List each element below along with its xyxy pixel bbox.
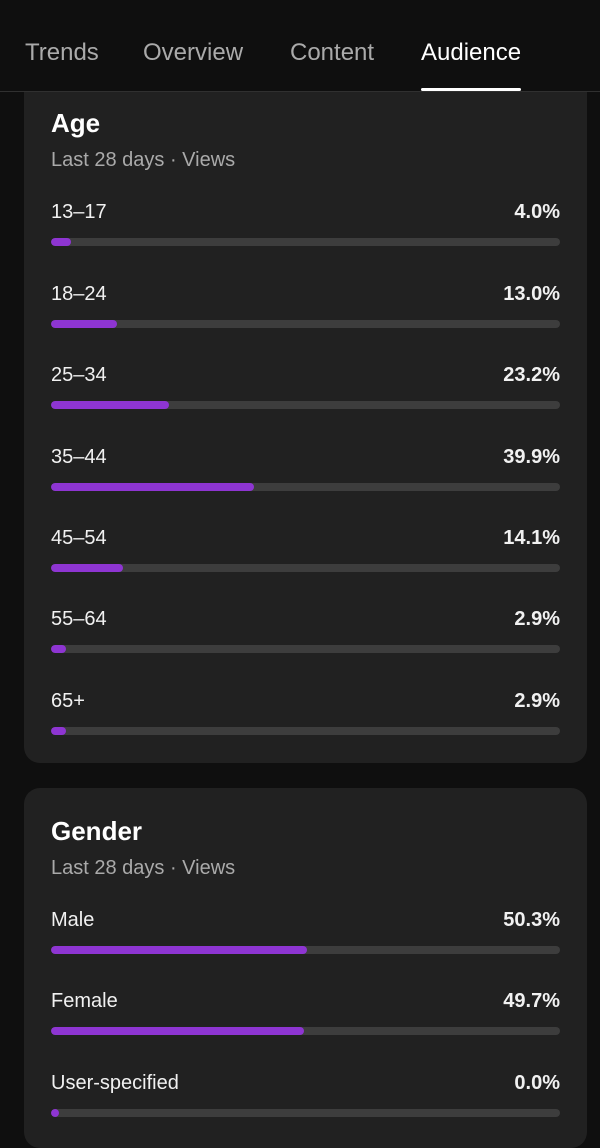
gender-bar-fill <box>51 1027 304 1035</box>
age-row-25-34: 25–34 23.2% <box>51 364 560 414</box>
age-row-45-54: 45–54 14.1% <box>51 527 560 577</box>
age-bar-fill <box>51 483 255 491</box>
age-row-label: 65+ <box>51 690 85 712</box>
age-bar-fill <box>51 727 66 735</box>
age-row-label: 18–24 <box>51 283 107 305</box>
tab-trends[interactable]: Trends <box>25 39 99 66</box>
age-row-55-64: 55–64 2.9% <box>51 608 560 658</box>
age-row-label: 45–54 <box>51 527 107 549</box>
gender-row-label: User-specified <box>51 1072 179 1094</box>
tab-audience[interactable]: Audience <box>421 39 522 91</box>
age-row-65-plus: 65+ 2.9% <box>51 690 560 740</box>
age-card-subtitle: Last 28 days · Views <box>51 149 236 171</box>
age-bar-track <box>51 564 560 572</box>
age-row-label: 35–44 <box>51 446 107 468</box>
gender-bar-track <box>51 946 560 954</box>
age-bar-track <box>51 401 560 409</box>
gender-row-label: Male <box>51 909 95 931</box>
age-bar-track <box>51 727 560 735</box>
age-bar-fill <box>51 564 123 572</box>
tab-overview[interactable]: Overview <box>143 39 244 66</box>
age-bar-track <box>51 645 560 653</box>
gender-bar-fill <box>51 1109 59 1117</box>
gender-bar-track <box>51 1109 560 1117</box>
gender-row-value: 0.0% <box>514 1072 560 1094</box>
age-row-18-24: 18–24 13.0% <box>51 283 560 333</box>
age-row-label: 25–34 <box>51 364 107 386</box>
active-tab-indicator <box>421 88 522 91</box>
age-row-13-17: 13–17 4.0% <box>51 201 560 251</box>
gender-row-label: Female <box>51 990 118 1012</box>
tab-audience-label: Audience <box>421 39 522 66</box>
gender-row-male: Male 50.3% <box>51 909 560 959</box>
age-bar-track <box>51 320 560 328</box>
gender-card-title: Gender <box>51 816 143 846</box>
gender-row-user-specified: User-specified 0.0% <box>51 1072 560 1122</box>
age-bar-track <box>51 238 560 246</box>
age-row-value: 39.9% <box>503 446 560 468</box>
age-row-value: 14.1% <box>503 527 560 549</box>
age-row-value: 13.0% <box>503 283 560 305</box>
gender-card: Gender Last 28 days · Views Male 50.3% F… <box>24 788 587 1148</box>
age-bar-fill <box>51 645 66 653</box>
gender-row-value: 49.7% <box>503 990 560 1012</box>
gender-row-value: 50.3% <box>503 909 560 931</box>
gender-row-female: Female 49.7% <box>51 990 560 1040</box>
age-bar-fill <box>51 238 72 246</box>
age-row-35-44: 35–44 39.9% <box>51 446 560 496</box>
tab-content[interactable]: Content <box>290 39 375 66</box>
age-row-label: 13–17 <box>51 201 107 223</box>
age-bar-fill <box>51 320 118 328</box>
age-card-title: Age <box>51 108 101 138</box>
age-bar-track <box>51 483 560 491</box>
age-row-value: 23.2% <box>503 364 560 386</box>
age-card: Age Last 28 days · Views 13–17 4.0% 18–2… <box>24 60 587 763</box>
age-row-label: 55–64 <box>51 608 107 630</box>
age-row-value: 4.0% <box>514 201 560 223</box>
age-row-value: 2.9% <box>514 690 560 712</box>
gender-card-subtitle: Last 28 days · Views <box>51 857 236 879</box>
gender-bar-fill <box>51 946 308 954</box>
tab-bar: Trends Overview Content Audience <box>0 0 600 92</box>
age-row-value: 2.9% <box>514 608 560 630</box>
age-bar-fill <box>51 401 170 409</box>
gender-bar-track <box>51 1027 560 1035</box>
